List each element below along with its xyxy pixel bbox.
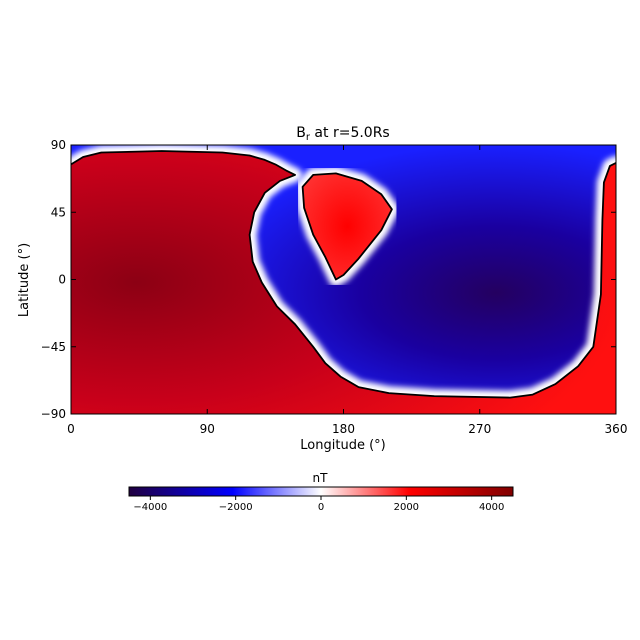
- title-sub: r: [306, 132, 311, 143]
- colorbar-tick-label-3: 2000: [394, 502, 419, 513]
- x-tick-label-0: 0: [67, 422, 75, 436]
- colorbar: [128, 486, 514, 497]
- axis-ticks: 0 90 180 270 360 −90 −45 0 45 90: [41, 138, 628, 436]
- x-tick-label-180: 180: [332, 422, 355, 436]
- x-tick-label-360: 360: [605, 422, 628, 436]
- colorbar-tick-label-2: 0: [318, 502, 324, 513]
- plot-area: [71, 145, 616, 414]
- x-axis-label: Longitude (°): [300, 438, 385, 453]
- y-tick-label-90: 90: [51, 138, 66, 152]
- colorbar-tick-label-0: −4000: [133, 502, 167, 513]
- y-tick-label-45: 45: [51, 205, 66, 219]
- region-positive-1: [302, 173, 392, 280]
- colorbar-tick-label-1: −2000: [219, 502, 253, 513]
- region-positive-0: [71, 151, 616, 414]
- y-tick-label--90: −90: [41, 407, 66, 421]
- colorbar-label: nT: [313, 471, 329, 485]
- zero-contour-1: [301, 172, 393, 281]
- x-tick-label-90: 90: [200, 422, 215, 436]
- y-tick-label-0: 0: [58, 273, 66, 287]
- zero-contours: [71, 150, 616, 399]
- chart-title: Br at r=5.0Rs: [296, 125, 389, 143]
- title-main: B: [296, 125, 306, 141]
- y-tick-label--45: −45: [41, 340, 66, 354]
- x-tick-label-270: 270: [468, 422, 491, 436]
- y-axis-label: Latitude (°): [17, 243, 32, 317]
- title-rest: at r=5.0Rs: [310, 125, 390, 141]
- colorbar-ticks: −4000 −2000 0 2000 4000: [133, 496, 504, 513]
- colorbar-tick-label-4: 4000: [479, 502, 504, 513]
- zero-contour-0: [71, 150, 616, 399]
